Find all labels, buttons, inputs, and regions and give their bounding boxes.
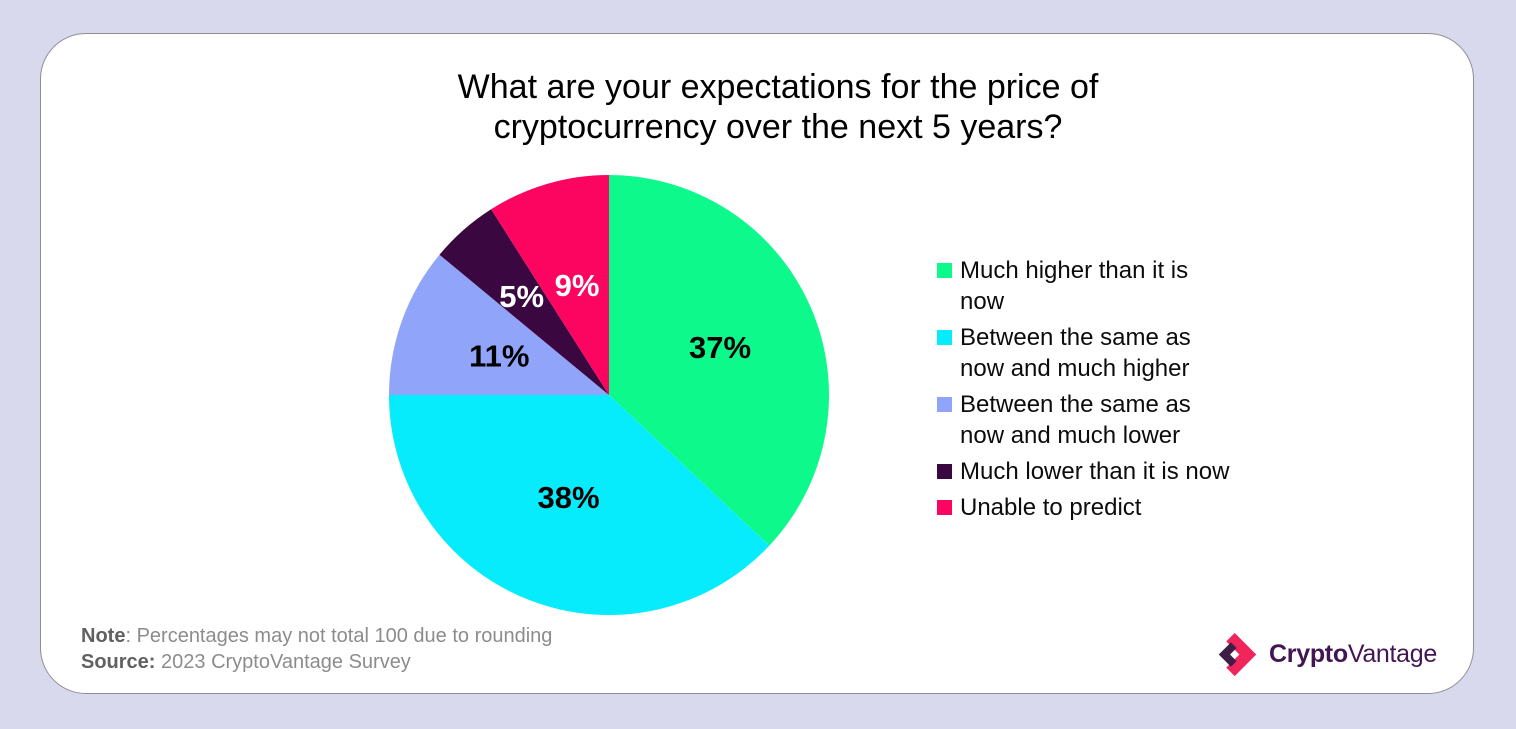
footnote: Note: Percentages may not total 100 due …	[81, 624, 552, 675]
legend-swatch-icon	[937, 397, 952, 412]
legend-label: Unable to predict	[960, 494, 1142, 521]
logo-wordmark: CryptoVantage	[1269, 640, 1437, 669]
pie-value-label-between-the-same-as-now-and-much-higher: 38%	[537, 480, 599, 515]
legend: Much higher than it is now Between the sa…	[937, 255, 1233, 528]
source-line: Source: 2023 CryptoVantage Survey	[81, 650, 552, 676]
legend-label: Much lower than it is now	[960, 458, 1230, 485]
pie-slice-much-lower-than-it-is-now	[439, 209, 609, 395]
pie-value-label-unable-to-predict: 9%	[555, 268, 600, 303]
logo-text-crypto: Crypto	[1269, 640, 1348, 668]
source-label: Source:	[81, 650, 156, 673]
pie-slice-much-higher-than-it-is-now	[609, 175, 829, 546]
logo-chevron-left	[1218, 642, 1237, 667]
legend-swatch-icon	[937, 263, 952, 278]
source-text: 2023 CryptoVantage Survey	[155, 650, 411, 673]
legend-swatch-icon	[937, 330, 952, 345]
note-line: Note: Percentages may not total 100 due …	[81, 624, 552, 650]
pie-value-label-between-the-same-as-now-and-much-lower: 11%	[469, 338, 529, 373]
legend-swatch-icon	[937, 464, 952, 479]
legend-swatch-icon	[937, 500, 952, 515]
legend-label: Between the same as now and much lower	[960, 391, 1191, 449]
pie-chart: 37% 38% 11% 5% 9%	[389, 175, 829, 615]
pie-value-label-much-lower-than-it-is-now: 5%	[499, 279, 544, 314]
legend-item-much-lower-than-it-is-now: Much lower than it is now	[937, 456, 1233, 487]
legend-label: Much higher than it is now	[960, 257, 1189, 315]
chart-title: What are your expectations for the price…	[457, 68, 1099, 146]
note-text: : Percentages may not total 100 due to r…	[125, 625, 553, 647]
diamond-chevrons-icon	[1218, 632, 1257, 677]
infographic-card: What are your expectations for the price…	[40, 33, 1474, 694]
logo-chevron-right	[1226, 632, 1257, 677]
legend-label: Between the same as now and much higher	[960, 324, 1191, 382]
pie-slice-between-the-same-as-now-and-much-higher	[389, 395, 770, 615]
note-label: Note	[81, 625, 126, 647]
legend-item-between-the-same-as-now-and-much-higher: Between the same as now and much higher	[937, 322, 1233, 384]
pie-value-label-much-higher-than-it-is-now: 37%	[689, 330, 751, 365]
logo-text-vantage: Vantage	[1347, 640, 1437, 668]
cryptovantage-logo: CryptoVantage	[1215, 632, 1437, 677]
legend-item-much-higher-than-it-is-now: Much higher than it is now	[937, 255, 1233, 317]
pie-slice-between-the-same-as-now-and-much-lower	[389, 254, 609, 395]
pie-slice-unable-to-predict	[491, 175, 609, 395]
legend-item-unable-to-predict: Unable to predict	[937, 492, 1233, 523]
legend-item-between-the-same-as-now-and-much-lower: Between the same as now and much lower	[937, 389, 1233, 451]
